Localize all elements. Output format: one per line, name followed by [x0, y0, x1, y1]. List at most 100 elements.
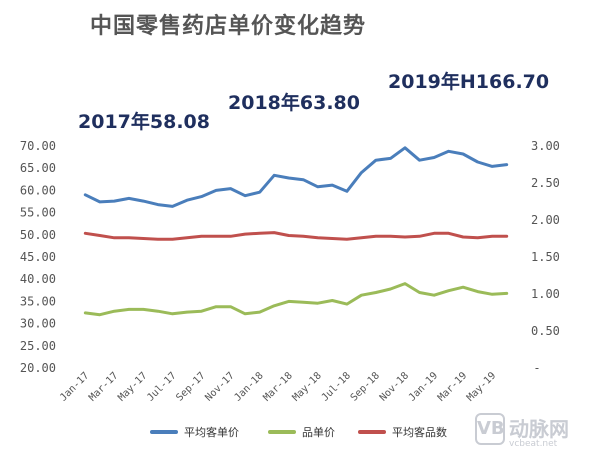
y-left-tick-label: 65.00: [20, 161, 56, 175]
watermark-logo-icon: VB: [475, 413, 505, 445]
data-point-avg-ticket-price: [418, 159, 421, 161]
data-point-items-per-ticket: [476, 237, 479, 239]
x-tick-label: Mar-17: [87, 370, 120, 403]
annotation-2018: 2018年63.80: [228, 92, 360, 114]
data-point-items-per-ticket: [229, 235, 232, 238]
data-point-items-per-ticket: [375, 235, 377, 238]
data-point-avg-ticket-price: [171, 205, 174, 208]
data-point-item-price: [447, 289, 450, 292]
data-point-item-price: [346, 303, 348, 305]
watermark-name: 动脉网: [509, 417, 569, 441]
data-point-avg-ticket-price: [346, 190, 348, 193]
x-tick-label: May-18: [291, 370, 324, 403]
data-point-items-per-ticket: [462, 236, 464, 238]
data-point-item-price: [229, 305, 232, 308]
watermark-url: vcbeat.net: [509, 439, 558, 449]
data-point-items-per-ticket: [491, 235, 494, 238]
data-point-items-per-ticket: [447, 232, 450, 235]
y-left-tick-label: 25.00: [20, 339, 56, 353]
data-point-item-price: [505, 292, 508, 295]
data-point-items-per-ticket: [142, 237, 145, 240]
data-point-items-per-ticket: [317, 237, 319, 239]
legend-item-avg-ticket: 平均客单价: [150, 424, 239, 440]
y-left-tick-label: 20.00: [20, 361, 56, 375]
data-point-items-per-ticket: [389, 235, 392, 238]
data-point-avg-ticket-price: [200, 195, 203, 198]
legend-label-items-per-ticket: 平均客品数: [392, 426, 447, 439]
series-line-items-per-ticket: [83, 231, 509, 241]
data-point-item-price: [258, 311, 261, 313]
data-point-avg-ticket-price: [476, 161, 479, 163]
data-point-items-per-ticket: [331, 237, 334, 240]
data-point-item-price: [128, 308, 130, 311]
data-point-items-per-ticket: [171, 238, 174, 240]
data-point-avg-ticket-price: [229, 187, 232, 190]
y-right-tick-label: -: [533, 361, 540, 375]
y-right-tick-label: 3.00: [531, 139, 560, 153]
data-point-avg-ticket-price: [317, 186, 319, 188]
data-point-items-per-ticket: [99, 234, 101, 237]
data-point-items-per-ticket: [186, 237, 188, 239]
chart-legend: 平均客单价 品单价 平均客品数: [0, 424, 598, 448]
y-left-tick-label: 45.00: [20, 250, 56, 264]
data-point-avg-ticket-price: [258, 191, 261, 193]
data-point-items-per-ticket: [287, 234, 290, 237]
data-point-item-price: [142, 308, 145, 311]
data-point-items-per-ticket: [433, 232, 435, 235]
x-tick-label: Jan-17: [58, 370, 91, 403]
y-left-tick-label: 50.00: [20, 228, 56, 242]
x-tick-label: Jan-18: [232, 370, 265, 403]
data-point-avg-ticket-price: [447, 150, 450, 153]
data-point-items-per-ticket: [113, 237, 116, 239]
y-right-tick-label: 0.50: [531, 324, 560, 338]
data-point-item-price: [215, 305, 217, 308]
data-point-avg-ticket-price: [360, 171, 363, 174]
data-point-avg-ticket-price: [142, 200, 145, 202]
data-point-avg-ticket-price: [375, 159, 377, 161]
data-point-avg-ticket-price: [505, 163, 508, 166]
data-point-item-price: [302, 301, 305, 304]
data-point-items-per-ticket: [404, 236, 406, 238]
data-point-item-price: [404, 282, 406, 285]
data-point-avg-ticket-price: [273, 174, 276, 177]
y-right-tick-label: 2.50: [531, 176, 560, 190]
data-point-avg-ticket-price: [302, 178, 305, 181]
x-tick-label: Nov-17: [203, 370, 236, 403]
data-point-item-price: [476, 290, 479, 293]
data-point-avg-ticket-price: [99, 201, 101, 203]
data-point-items-per-ticket: [360, 237, 363, 239]
data-point-item-price: [462, 286, 464, 289]
legend-swatch-item-price: [268, 430, 296, 434]
y-left-tick-label: 70.00: [20, 139, 56, 153]
x-tick-label: Jan-19: [407, 370, 440, 403]
data-point-item-price: [244, 313, 246, 315]
data-point-avg-ticket-price: [128, 197, 130, 200]
data-point-item-price: [171, 313, 174, 315]
x-tick-label: Mar-18: [262, 370, 295, 403]
x-tick-label: Sep-18: [349, 370, 382, 403]
x-tick-label: Jul-17: [145, 370, 178, 403]
data-point-item-price: [157, 310, 159, 313]
data-point-item-price: [491, 293, 494, 296]
data-point-items-per-ticket: [505, 235, 508, 238]
data-point-items-per-ticket: [200, 235, 203, 238]
x-tick-label: May-19: [465, 370, 498, 403]
x-tick-label: Jul-18: [320, 370, 353, 403]
series-line-item-price: [83, 282, 509, 317]
legend-label-item-price: 品单价: [302, 426, 335, 439]
data-point-avg-ticket-price: [331, 184, 334, 186]
y-right-tick-label: 1.00: [531, 287, 560, 301]
data-point-items-per-ticket: [302, 235, 305, 238]
data-point-avg-ticket-price: [433, 156, 435, 159]
legend-label-avg-ticket: 平均客单价: [184, 426, 239, 439]
data-point-item-price: [113, 310, 116, 313]
legend-item-items-per-ticket: 平均客品数: [358, 424, 447, 440]
data-point-items-per-ticket: [244, 233, 246, 235]
data-point-avg-ticket-price: [244, 194, 246, 197]
data-point-avg-ticket-price: [404, 147, 406, 149]
data-point-item-price: [84, 312, 87, 314]
data-point-item-price: [375, 291, 377, 294]
data-point-item-price: [273, 305, 276, 307]
annotation-2017: 2017年58.08: [78, 111, 210, 133]
